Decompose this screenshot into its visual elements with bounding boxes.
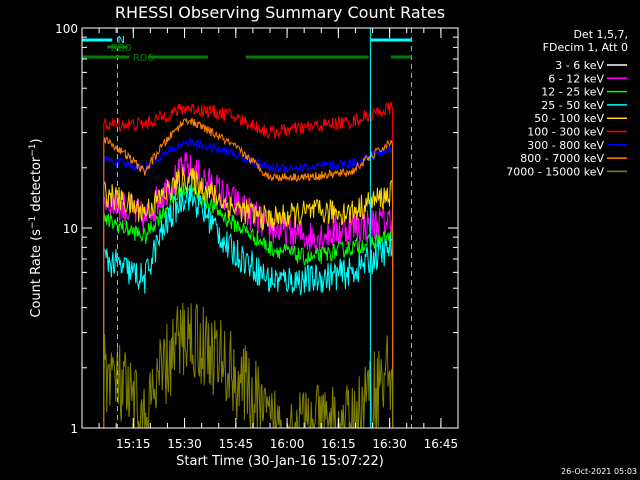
annotation-layer [82,28,412,428]
y-tick-label-1: 10 [63,222,78,236]
series-line-2 [103,181,394,428]
y-axis: 1 10 100 [55,22,458,436]
series-line-4 [103,167,394,428]
series-line-1 [103,152,394,428]
y-tick-label-2: 100 [55,22,78,36]
legend-label-2: 12 - 25 keV [541,86,604,99]
legend-label-7: 800 - 7000 keV [520,152,604,165]
series-line-5 [103,101,394,428]
timestamp: 26-Oct-2021 05:03 [561,467,637,476]
series-layer [103,97,394,428]
attenuator-label-n: N [117,35,124,46]
x-tick-label-3: 16:00 [270,437,305,451]
x-axis: 15:15 15:30 15:45 16:00 16:15 16:30 16:45 [81,28,459,451]
series-line-7 [103,117,394,428]
chart-title: RHESSI Observing Summary Count Rates [115,3,445,22]
x-tick-label-2: 15:45 [219,437,254,451]
legend-label-5: 100 - 300 keV [527,126,604,139]
attenuator-label-rd6: RD6 [133,53,154,64]
legend-label-6: 300 - 800 keV [527,139,604,152]
x-axis-label: Start Time (30-Jan-16 15:07:22) [176,454,384,469]
x-tick-label-6: 16:45 [424,437,459,451]
x-tick-label-0: 15:15 [116,437,151,451]
series-line-8 [103,302,394,428]
y-tick-label-0: 1 [70,422,78,436]
x-tick-label-4: 16:15 [321,437,356,451]
x-tick-label-1: 15:30 [167,437,202,451]
series-line-3 [103,183,394,428]
legend-label-3: 25 - 50 keV [541,99,604,112]
series-line-0 [103,97,394,428]
x-tick-label-5: 16:30 [372,437,407,451]
legend-label-8: 7000 - 15000 keV [506,165,604,178]
legend-label-1: 6 - 12 keV [548,72,604,85]
legend-label-4: 50 - 100 keV [534,112,604,125]
attenuator-label-rd0: RD0 [111,43,132,54]
legend-header-line-2: FDecim 1, Att 0 [543,41,628,54]
legend-header-line-1: Det 1,5,7, [573,28,628,41]
legend-label-0: 3 - 6 keV [555,59,604,72]
y-axis-label: Count Rate (s−1 detector−1) [28,138,44,317]
